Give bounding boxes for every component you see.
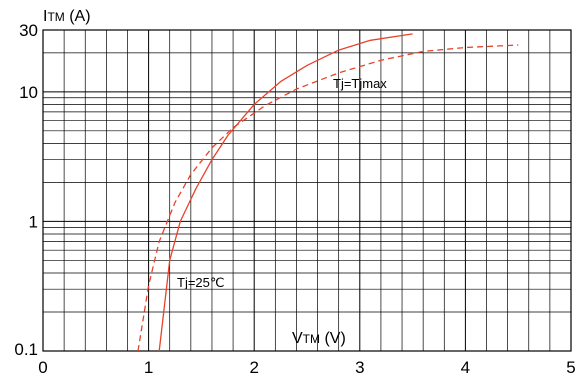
y-axis-label: ITM (A) (43, 8, 91, 25)
series-line-1 (137, 44, 519, 352)
series-line-0 (158, 33, 413, 352)
y-tick-label: 1 (29, 212, 38, 231)
x-tick-label: 0 (38, 358, 47, 377)
tick-labels: 0 1 2 3 4 5 0.1 1 10 30 (14, 21, 575, 377)
grid (43, 30, 571, 351)
y-tick-label: 0.1 (14, 340, 38, 359)
x-axis-label: VTM (V) (292, 330, 346, 347)
x-tick-label: 2 (249, 358, 258, 377)
y-tick-label: 10 (19, 83, 38, 102)
x-tick-label: 1 (144, 358, 153, 377)
y-tick-label: 30 (19, 21, 38, 40)
x-tick-label: 4 (461, 358, 470, 377)
x-tick-label: 3 (355, 358, 364, 377)
series-layer (137, 33, 519, 352)
annotation-tj-25: Tj=25℃ (177, 275, 224, 290)
annotation-tj-max: Tj=Tjmax (333, 76, 387, 91)
plot-frame (42, 29, 572, 352)
x-tick-label: 5 (566, 358, 575, 377)
